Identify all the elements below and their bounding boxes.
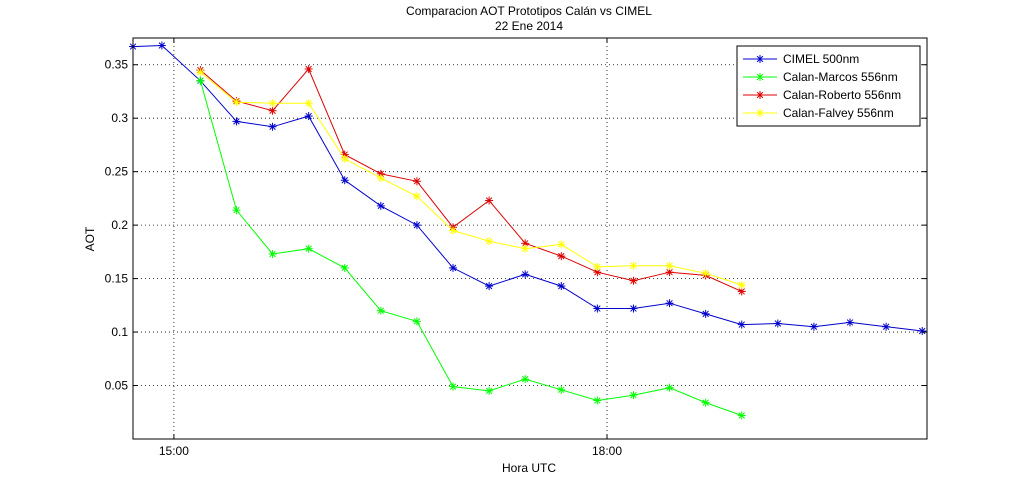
- data-point: [268, 106, 277, 115]
- data-point: [756, 55, 764, 63]
- data-point: [737, 320, 746, 329]
- series-line: [132, 44, 928, 333]
- data-point: [268, 99, 277, 108]
- legend-label: Calan-Roberto 556nm: [783, 88, 901, 102]
- data-point: [593, 262, 602, 271]
- data-point: [485, 237, 494, 246]
- data-point: [701, 398, 710, 407]
- data-point: [809, 322, 818, 331]
- y-tick-label: 0.35: [105, 58, 129, 72]
- legend-label: Calan-Falvey 556nm: [783, 106, 894, 120]
- data-point: [376, 174, 385, 183]
- data-point: [701, 269, 710, 278]
- data-point: [232, 206, 241, 215]
- legend-item: CIMEL 500nm: [743, 52, 859, 66]
- data-point: [304, 99, 313, 108]
- legend: CIMEL 500nm Calan-Marcos 556nm Calan-Rober…: [736, 45, 921, 127]
- data-point: [629, 261, 638, 270]
- x-tick-label: 15:00: [159, 444, 189, 458]
- data-point: [412, 192, 421, 201]
- series-4: [196, 68, 746, 290]
- plot-frame: [132, 37, 928, 440]
- data-point: [557, 240, 566, 249]
- data-point: [485, 282, 494, 291]
- data-point: [665, 261, 674, 270]
- data-point: [557, 282, 566, 291]
- data-point: [412, 317, 421, 326]
- data-point: [882, 322, 891, 331]
- data-point: [449, 263, 458, 272]
- data-point: [665, 299, 674, 308]
- y-tick-label: 0.3: [111, 111, 128, 125]
- y-tick-label: 0.2: [111, 218, 128, 232]
- data-point: [737, 281, 746, 290]
- data-point: [485, 386, 494, 395]
- x-tick-label: 18:00: [592, 444, 622, 458]
- data-point: [773, 319, 782, 328]
- y-axis-label: AOT: [83, 226, 97, 251]
- data-point: [629, 391, 638, 400]
- data-point: [449, 382, 458, 391]
- series-layer: [129, 41, 928, 420]
- series-1: [129, 41, 928, 335]
- data-point: [846, 318, 855, 327]
- series-line: [200, 71, 742, 286]
- series-line: [200, 68, 742, 292]
- data-point: [756, 109, 764, 117]
- y-tick-label: 0.1: [111, 325, 128, 339]
- data-point: [196, 68, 205, 77]
- legend-label: CIMEL 500nm: [783, 52, 859, 66]
- data-point: [196, 76, 205, 85]
- grid-lines: [133, 38, 927, 439]
- series-2: [196, 76, 746, 420]
- data-point: [521, 375, 530, 384]
- data-point: [304, 65, 313, 74]
- data-point: [918, 326, 927, 335]
- data-point: [485, 196, 494, 205]
- data-point: [412, 221, 421, 230]
- data-point: [340, 263, 349, 272]
- data-point: [557, 385, 566, 394]
- data-point: [232, 98, 241, 107]
- data-point: [737, 411, 746, 420]
- y-tick-label: 0.25: [105, 165, 129, 179]
- data-point: [701, 309, 710, 318]
- data-point: [521, 244, 530, 253]
- data-point: [593, 396, 602, 405]
- data-point: [629, 304, 638, 313]
- data-point: [557, 252, 566, 261]
- data-point: [340, 176, 349, 185]
- data-point: [376, 306, 385, 315]
- data-point: [268, 250, 277, 259]
- data-point: [157, 41, 166, 50]
- data-point: [629, 276, 638, 285]
- data-point: [593, 268, 602, 277]
- data-point: [521, 270, 530, 279]
- data-point: [593, 304, 602, 313]
- x-axis-label: Hora UTC: [502, 461, 556, 475]
- data-point: [756, 91, 764, 99]
- legend-label: Calan-Marcos 556nm: [783, 70, 898, 84]
- data-point: [756, 73, 764, 81]
- data-point: [665, 383, 674, 392]
- legend-item: Calan-Marcos 556nm: [743, 70, 898, 84]
- axis-ticks: 0.05 0.1 0.15 0.2 0.25 0.3 0.35 15:00 18:00: [105, 38, 927, 458]
- legend-item: Calan-Roberto 556nm: [743, 88, 901, 102]
- chart-subtitle: 22 Ene 2014: [495, 19, 563, 33]
- data-point: [376, 201, 385, 210]
- data-point: [412, 177, 421, 186]
- chart-title: Comparacion AOT Prototipos Calán vs CIME…: [406, 4, 652, 18]
- y-tick-label: 0.05: [105, 379, 129, 393]
- series-line: [199, 80, 742, 416]
- data-point: [232, 117, 241, 126]
- data-point: [304, 244, 313, 253]
- data-point: [340, 154, 349, 163]
- legend-item: Calan-Falvey 556nm: [743, 106, 894, 120]
- data-point: [304, 112, 313, 121]
- y-tick-label: 0.15: [105, 272, 129, 286]
- data-point: [449, 226, 458, 235]
- data-point: [268, 122, 277, 131]
